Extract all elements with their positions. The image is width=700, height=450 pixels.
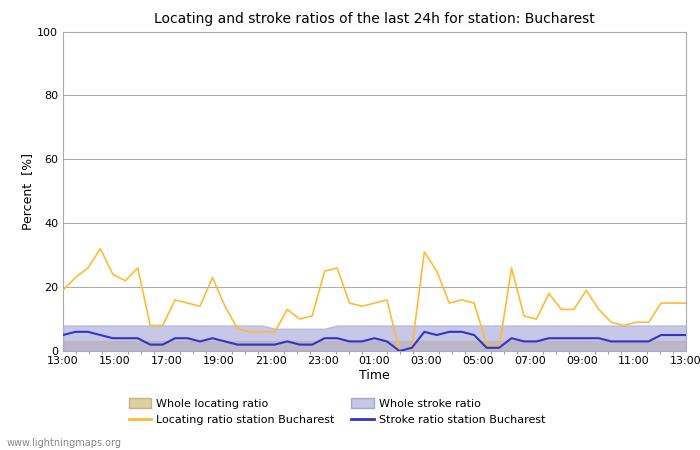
Title: Locating and stroke ratios of the last 24h for station: Bucharest: Locating and stroke ratios of the last 2… bbox=[154, 12, 595, 26]
Y-axis label: Percent  [%]: Percent [%] bbox=[22, 153, 34, 230]
Text: www.lightningmaps.org: www.lightningmaps.org bbox=[7, 438, 122, 448]
Legend: Whole locating ratio, Locating ratio station Bucharest, Whole stroke ratio, Stro: Whole locating ratio, Locating ratio sta… bbox=[129, 398, 546, 425]
X-axis label: Time: Time bbox=[359, 369, 390, 382]
